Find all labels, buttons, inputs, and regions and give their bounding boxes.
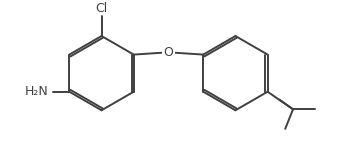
Text: Cl: Cl	[95, 2, 108, 15]
Text: O: O	[163, 46, 174, 59]
Text: H₂N: H₂N	[25, 85, 49, 98]
